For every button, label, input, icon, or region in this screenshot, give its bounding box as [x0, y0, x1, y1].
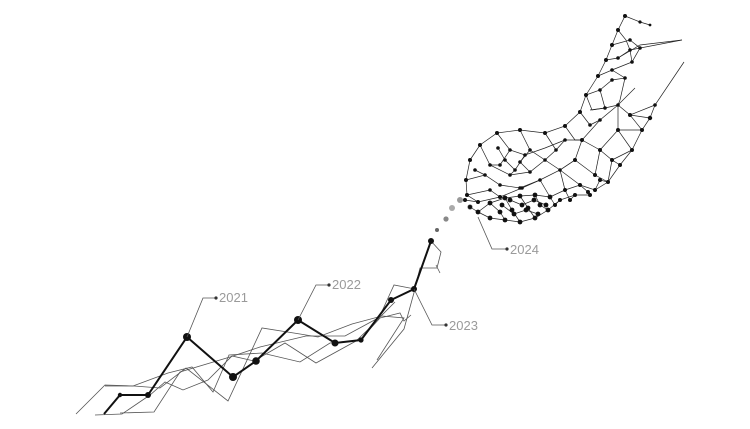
main-trend-line	[103, 238, 434, 415]
label-2022: 2022	[332, 277, 361, 292]
hand-icon	[463, 14, 685, 225]
trend-point	[331, 339, 339, 347]
label-2023: 2023	[449, 318, 478, 333]
trend-point	[428, 238, 434, 244]
trend-point	[117, 392, 123, 398]
trend-point	[252, 357, 260, 365]
label-2024: 2024	[510, 242, 539, 257]
thin-background-lines	[75, 239, 442, 416]
trend-point	[358, 337, 364, 343]
label-2021: 2021	[219, 290, 248, 305]
callout-dots	[214, 247, 509, 327]
trend-point	[229, 373, 237, 381]
trend-point	[145, 392, 151, 398]
trend-point	[388, 297, 394, 303]
callout-leaders	[186, 216, 507, 338]
transition-dots	[435, 197, 473, 232]
